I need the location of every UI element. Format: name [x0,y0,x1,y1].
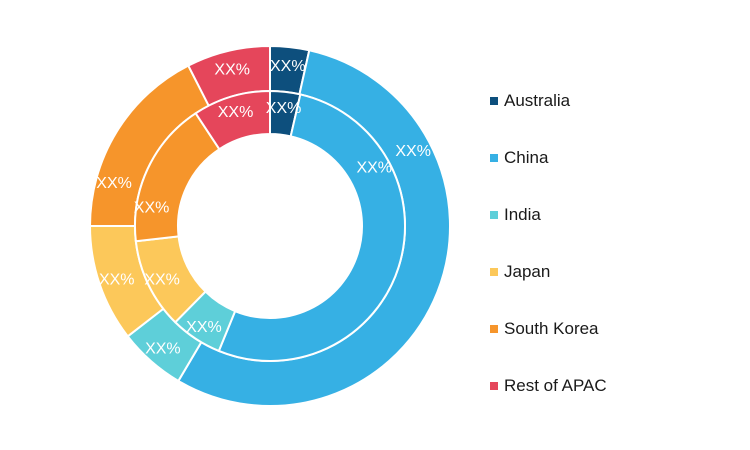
inner-label-japan: XX% [144,272,180,289]
inner-label-australia: XX% [266,100,302,117]
outer-ring [88,44,451,407]
legend-item-china: China [490,129,607,186]
outer-label-australia: XX% [270,58,306,75]
legend-item-india: India [490,186,607,243]
legend-item-south-korea: South Korea [490,300,607,357]
legend-item-rest-of-apac: Rest of APAC [490,357,607,414]
legend-swatch [490,96,498,105]
inner-label-china: XX% [356,160,392,177]
inner-label-india: XX% [186,319,222,336]
inner-ring [134,89,406,362]
outer-label-india: XX% [145,341,181,358]
legend-swatch [490,153,498,162]
outer-label-japan: XX% [99,271,135,288]
inner-label-rest-of-apac: XX% [218,104,254,121]
legend: Australia China India Japan South Korea … [490,72,607,414]
outer-label-rest-of-apac: XX% [214,61,250,78]
legend-label: Rest of APAC [504,375,607,395]
outer-label-china: XX% [395,143,431,160]
slice-labels: XX%XX%XX%XX%XX%XX%XX%XX%XX%XX%XX%XX% [96,58,431,358]
inner-label-south-korea: XX% [134,200,170,217]
inner-slice-rest-of-apac [194,89,271,151]
legend-item-japan: Japan [490,243,607,300]
legend-swatch [490,324,498,333]
legend-item-australia: Australia [490,72,607,129]
legend-swatch [490,210,498,219]
legend-label: Japan [504,261,551,281]
legend-label: China [504,147,549,167]
legend-label: South Korea [504,318,599,338]
legend-label: India [504,204,541,224]
legend-label: Australia [504,90,571,110]
legend-swatch [490,381,498,390]
legend-swatch [490,267,498,276]
outer-label-south-korea: XX% [96,175,132,192]
inner-slice-china [217,93,406,362]
